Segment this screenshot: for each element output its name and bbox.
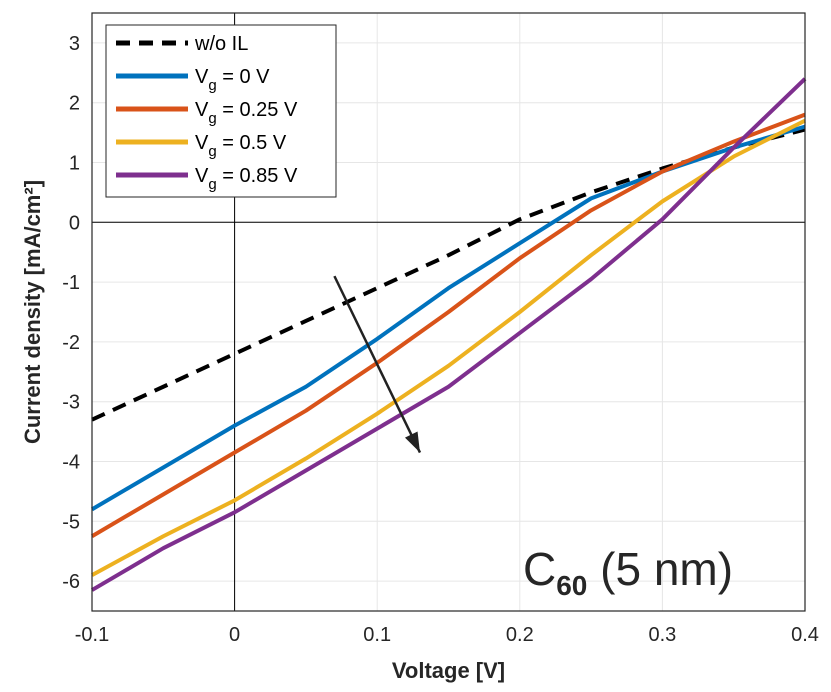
y-tick-label: -6 [62,571,80,593]
plot-border [91,12,806,612]
trend-arrow [333,275,422,454]
x-tick-label: 0.2 [506,624,534,646]
x-axis-label: Voltage [V] [392,658,505,683]
y-tick-label: -1 [62,272,80,294]
y-tick-label: 1 [69,153,80,175]
series-line-2 [90,112,806,538]
legend-label: w/o IL [194,33,248,55]
y-tick-label: 0 [69,212,80,234]
series-line-4 [90,77,807,592]
arrow-head-icon [404,431,420,453]
x-tick-label: 0.4 [791,624,819,646]
legend-label: Vg = 0.25 V [195,99,298,127]
legend-label: Vg = 0.5 V [195,132,287,160]
series-line-3 [91,118,806,577]
y-tick-label: -4 [62,452,80,474]
x-tick-label: 0.1 [363,624,391,646]
y-tick-label: 2 [69,93,80,115]
y-tick-label: -3 [62,392,80,414]
annotation-label: C60 (5 nm) [523,543,733,601]
legend-label: Vg = 0 V [195,66,270,94]
x-tick-label: -0.1 [75,624,109,646]
y-tick-label: 3 [69,33,80,55]
y-tick-label: -5 [62,511,80,533]
y-tick-label: -2 [62,332,80,354]
y-axis-label: Current density [mA/cm²] [20,180,45,444]
legend: w/o IL Vg = 0 V Vg = 0.25 V Vg = 0.5 V Vg = … [105,24,337,198]
x-tick-label: 0 [229,624,240,646]
x-tick-label: 0.3 [648,624,676,646]
legend-label: Vg = 0.85 V [195,165,298,193]
